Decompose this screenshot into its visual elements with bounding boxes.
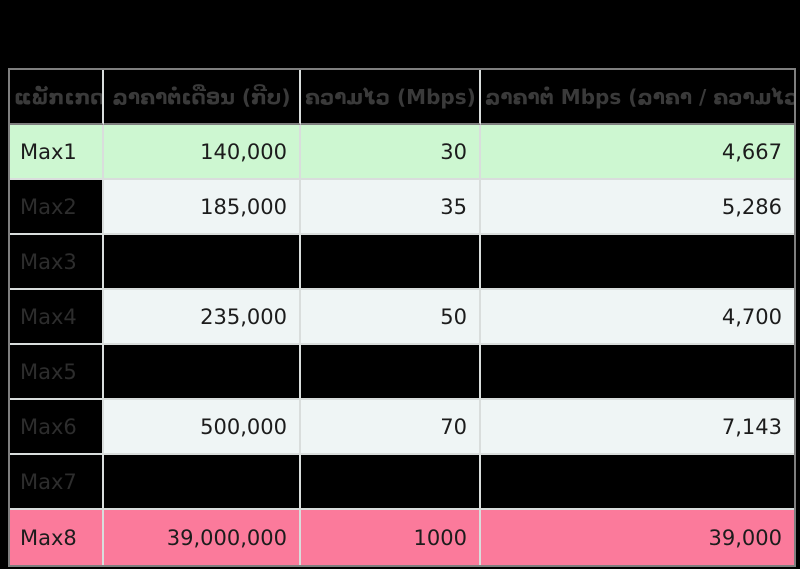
table-row-max3: Max3 <box>10 235 794 290</box>
table-row-max2: Max2 185,000 35 5,286 <box>10 180 794 235</box>
package-name-cell: Max5 <box>10 345 104 400</box>
table-row-max4: Max4 235,000 50 4,700 <box>10 290 794 345</box>
header-price-per-mbps: ລາຄາຕໍ່ Mbps (ລາຄາ / ຄວາມໄວ) <box>481 70 794 125</box>
price-per-month-cell: 235,000 <box>104 290 301 345</box>
package-name-cell: Max8 <box>10 510 104 565</box>
price-per-month-cell: 185,000 <box>104 180 301 235</box>
speed-cell <box>301 235 481 290</box>
header-price-per-month: ລາຄາຕໍ່ເດືອນ (ກີບ) <box>104 70 301 125</box>
speed-cell <box>301 345 481 400</box>
package-name-cell: Max7 <box>10 455 104 510</box>
price-per-mbps-cell: 4,667 <box>481 125 794 180</box>
speed-cell: 1000 <box>301 510 481 565</box>
package-name-cell: Max1 <box>10 125 104 180</box>
package-name-cell: Max3 <box>10 235 104 290</box>
header-speed-mbps: ຄວາມໄວ (Mbps) <box>301 70 481 125</box>
table-row-max1: Max1 140,000 30 4,667 <box>10 125 794 180</box>
header-package: ແພັກເກດ <box>10 70 104 125</box>
header-row: ແພັກເກດ ລາຄາຕໍ່ເດືອນ (ກີບ) ຄວາມໄວ (Mbps)… <box>10 70 794 125</box>
price-per-mbps-cell <box>481 455 794 510</box>
price-per-mbps-cell <box>481 235 794 290</box>
table-row-max6: Max6 500,000 70 7,143 <box>10 400 794 455</box>
table-row-max7: Max7 <box>10 455 794 510</box>
price-per-month-cell <box>104 455 301 510</box>
price-per-mbps-cell: 4,700 <box>481 290 794 345</box>
package-name-cell: Max4 <box>10 290 104 345</box>
speed-cell: 70 <box>301 400 481 455</box>
table-row-max8: Max8 39,000,000 1000 39,000 <box>10 510 794 565</box>
speed-cell: 35 <box>301 180 481 235</box>
price-per-mbps-cell: 7,143 <box>481 400 794 455</box>
price-per-mbps-cell <box>481 345 794 400</box>
price-per-month-cell: 39,000,000 <box>104 510 301 565</box>
price-per-mbps-cell: 5,286 <box>481 180 794 235</box>
price-per-month-cell <box>104 345 301 400</box>
package-pricing-table: ແພັກເກດ ລາຄາຕໍ່ເດືອນ (ກີບ) ຄວາມໄວ (Mbps)… <box>8 68 796 567</box>
table-row-max5: Max5 <box>10 345 794 400</box>
table-body: Max1 140,000 30 4,667 Max2 185,000 35 5,286 Max3… <box>10 125 794 565</box>
speed-cell: 50 <box>301 290 481 345</box>
price-per-mbps-cell: 39,000 <box>481 510 794 565</box>
table-header: ແພັກເກດ ລາຄາຕໍ່ເດືອນ (ກີບ) ຄວາມໄວ (Mbps)… <box>10 70 794 125</box>
package-name-cell: Max2 <box>10 180 104 235</box>
price-per-month-cell: 500,000 <box>104 400 301 455</box>
price-per-month-cell <box>104 235 301 290</box>
package-name-cell: Max6 <box>10 400 104 455</box>
price-per-month-cell: 140,000 <box>104 125 301 180</box>
speed-cell: 30 <box>301 125 481 180</box>
speed-cell <box>301 455 481 510</box>
